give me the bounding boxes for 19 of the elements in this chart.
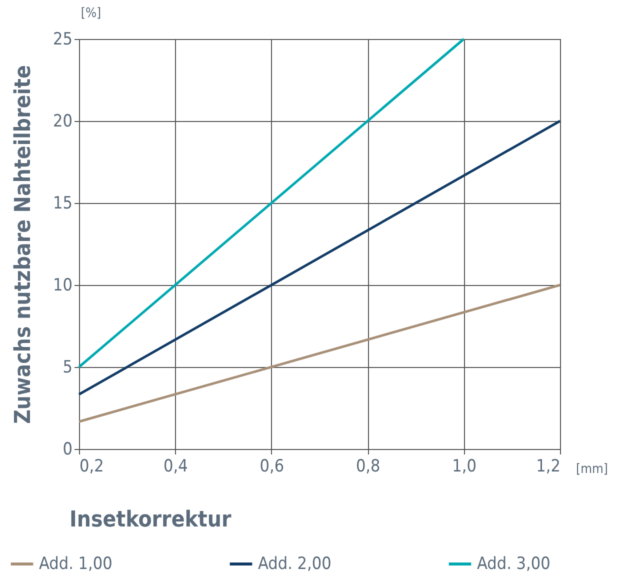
x-tick-label: 1,2 xyxy=(536,456,560,476)
y-tick-label: 25 xyxy=(53,30,72,50)
x-tick-label: 0,8 xyxy=(356,456,380,476)
x-tick-label: 1,0 xyxy=(452,456,476,476)
x-axis-title: Insetkorrektur xyxy=(70,508,232,532)
y-tick-label: 15 xyxy=(53,194,72,214)
y-tick-label: 20 xyxy=(53,112,72,132)
legend-label: Add. 1,00 xyxy=(39,554,112,574)
y-tick-label: 10 xyxy=(53,276,72,296)
y-axis-title: Zuwachs nutzbare Nahteilbreite xyxy=(11,65,36,424)
x-tick-label: 0,2 xyxy=(80,456,104,476)
y-tick-label: 5 xyxy=(62,358,72,378)
text: [%] xyxy=(80,6,102,21)
x-tick-label: 0,6 xyxy=(260,456,284,476)
legend-label: Add. 2,00 xyxy=(258,554,332,574)
y-tick-label: 0 xyxy=(62,440,72,460)
text: [mm] xyxy=(576,462,608,477)
legend-label: Add. 3,00 xyxy=(477,554,550,574)
x-tick-label: 0,4 xyxy=(164,456,188,476)
